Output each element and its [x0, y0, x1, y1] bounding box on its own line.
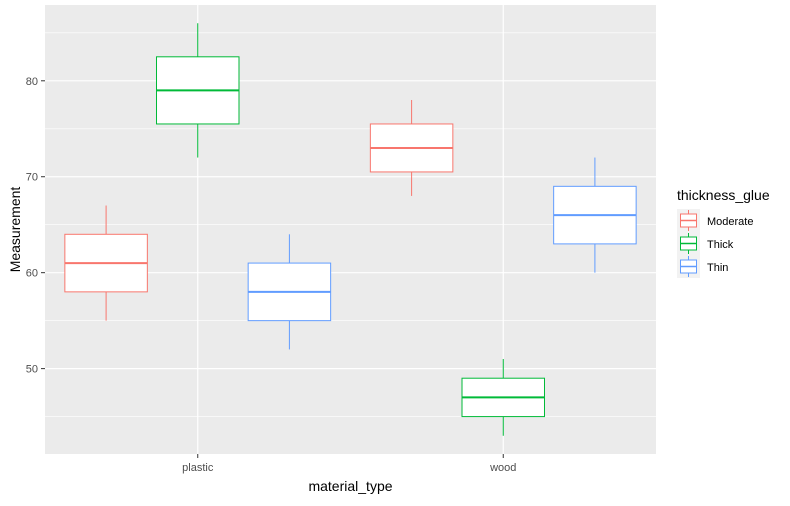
box-moderate-plastic [64, 205, 148, 321]
legend-key-thin [677, 255, 700, 278]
x-axis: plastic wood [182, 454, 516, 474]
legend-key-moderate [677, 209, 700, 232]
legend: thickness_glue Moderate Thick Thin [677, 187, 770, 278]
box-moderate-wood [369, 99, 454, 196]
y-tick-label: 70 [26, 172, 38, 184]
box-thick-wood [461, 359, 545, 436]
legend-label: Thick [707, 239, 734, 251]
x-tick-label: wood [489, 462, 516, 474]
y-axis-title: Measurement [7, 187, 23, 273]
y-tick-label: 50 [26, 364, 38, 376]
x-tick-label: plastic [182, 462, 214, 474]
legend-label: Moderate [707, 216, 753, 228]
y-tick-label: 80 [26, 76, 38, 88]
y-axis: 50 60 70 80 [26, 76, 45, 376]
y-tick-label: 60 [26, 268, 38, 280]
box-thin-wood [553, 157, 637, 273]
boxes [64, 23, 637, 436]
legend-label: Thin [707, 262, 728, 274]
box-thick-plastic [156, 23, 240, 158]
box-thin-plastic [247, 234, 332, 350]
x-axis-title: material_type [308, 478, 392, 494]
legend-key-thick [677, 232, 700, 255]
legend-title: thickness_glue [677, 187, 770, 203]
